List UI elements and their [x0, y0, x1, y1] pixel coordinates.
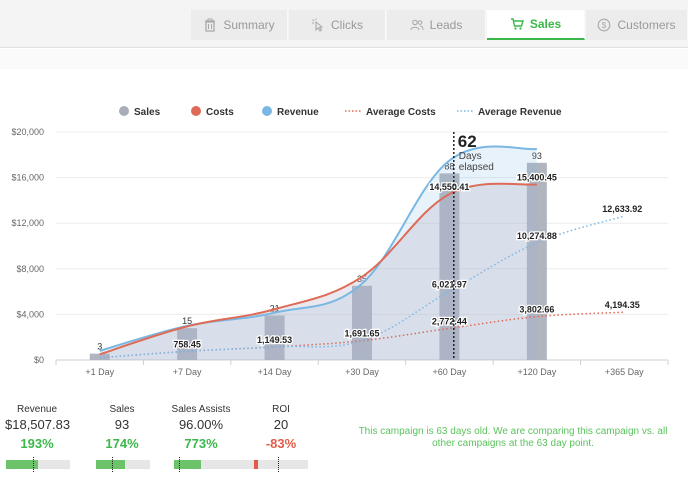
- data-value-label: 4,194.35: [605, 300, 640, 310]
- revenue-area: [99, 146, 537, 360]
- sales-bar: [352, 285, 372, 360]
- legend-label: Average Costs: [366, 107, 436, 118]
- benchmark-marker: [112, 457, 114, 472]
- trash-icon: [205, 18, 216, 32]
- sales-bar: [264, 315, 285, 360]
- legend-label: Costs: [206, 107, 234, 118]
- x-tick-label: +1 Day: [85, 367, 114, 377]
- legend-label: Average Revenue: [478, 107, 562, 118]
- data-value-label: 3,802.66: [519, 305, 554, 315]
- stat-percent: 193%: [20, 436, 54, 451]
- stat-percent: -83%: [265, 436, 297, 451]
- x-tick-label: +120 Day: [517, 367, 556, 377]
- y-tick-label: $8,000: [16, 264, 44, 274]
- data-value-label: 1,691.65: [344, 329, 379, 339]
- tab-sales[interactable]: Sales: [487, 10, 585, 40]
- stat-value: 96.00%: [178, 417, 224, 432]
- tab-summary[interactable]: Summary: [191, 10, 288, 40]
- legend-label: Revenue: [277, 107, 319, 118]
- stat-percent: 773%: [184, 436, 218, 451]
- cursor-click-icon: [312, 18, 324, 32]
- bar-value-label: 93: [532, 151, 542, 161]
- progress-fill: [254, 460, 259, 469]
- elapsed-days-value: 62: [458, 132, 477, 151]
- stat-progress-bar: [254, 457, 308, 472]
- stat-roi: ROI 20 -83%: [254, 404, 308, 451]
- legend-marker: [119, 106, 129, 116]
- cart-icon: [510, 18, 524, 30]
- x-tick-label: +365 Day: [605, 367, 644, 377]
- sales-bar: [526, 162, 547, 360]
- tab-label: Clicks: [331, 18, 363, 32]
- stat-value: $18,507.83: [5, 417, 71, 432]
- legend-marker: [191, 106, 201, 116]
- data-value-label: 10,274.88: [517, 231, 557, 241]
- benchmark-marker: [178, 457, 180, 472]
- tab-label: Leads: [429, 18, 463, 32]
- stat-value: 93: [114, 417, 130, 432]
- comparison-note: This campaign is 63 days old. We are com…: [358, 426, 668, 449]
- data-value-label: 14,550.41: [429, 182, 469, 192]
- x-tick-label: +30 Day: [345, 367, 379, 377]
- y-tick-label: $4,000: [16, 309, 44, 319]
- legend-marker: [262, 106, 272, 116]
- bar-value-label: 35: [357, 274, 367, 284]
- stat-progress-bar: [96, 457, 150, 472]
- x-tick-label: +14 Day: [258, 367, 292, 377]
- elapsed-caption: Days: [459, 151, 482, 162]
- stat-revenue: Revenue $18,507.83 193%: [5, 404, 71, 451]
- stat-label: Revenue: [16, 404, 58, 415]
- data-value-label: 2,772.44: [432, 316, 467, 326]
- stat-value: 20: [273, 417, 289, 432]
- stat-progress-bar: [174, 457, 257, 472]
- progress-fill: [96, 460, 125, 469]
- bar-value-label: 15: [182, 316, 192, 326]
- report-tabs: Summary Clicks Leads Sales $ Customers: [0, 0, 688, 48]
- costs-area: [99, 183, 537, 360]
- tab-leads[interactable]: Leads: [387, 10, 486, 40]
- stat-label: Sales: [109, 404, 135, 415]
- elapsed-caption: elapsed: [459, 162, 494, 173]
- bar-value-label: 3: [97, 342, 102, 352]
- costs-line: [99, 182, 537, 356]
- data-value-label: 1,149.53: [257, 335, 292, 345]
- x-tick-label: +60 Day: [433, 367, 467, 377]
- y-tick-label: $0: [34, 355, 44, 365]
- stat-sales-assists: Sales Assists 96.00% 773%: [170, 404, 232, 451]
- dollar-circle-icon: $: [598, 18, 611, 32]
- users-icon: [410, 19, 424, 31]
- tab-label: Summary: [223, 18, 275, 32]
- stat-label: Sales Assists: [171, 404, 231, 415]
- tab-label: Customers: [617, 18, 676, 32]
- sales-bar: [177, 328, 198, 360]
- tab-label: Sales: [529, 17, 562, 31]
- progress-fill: [174, 460, 201, 469]
- svg-text:$: $: [602, 21, 607, 30]
- data-value-label: 6,021.97: [432, 279, 467, 289]
- y-tick-label: $20,000: [11, 127, 44, 137]
- tab-clicks[interactable]: Clicks: [289, 10, 386, 40]
- x-tick-label: +7 Day: [173, 367, 202, 377]
- data-value-label: 12,633.92: [602, 204, 642, 214]
- benchmark-marker: [278, 457, 280, 472]
- bar-value-label: 88: [444, 161, 454, 171]
- stat-percent: 174%: [105, 436, 139, 451]
- progress-fill: [6, 460, 38, 469]
- benchmark-marker: [32, 457, 34, 472]
- tab-customers[interactable]: $ Customers: [586, 10, 688, 40]
- stat-progress-bar: [6, 457, 70, 472]
- y-tick-label: $16,000: [11, 173, 44, 183]
- y-tick-label: $12,000: [11, 218, 44, 228]
- data-value-label: 15,400.45: [517, 172, 557, 182]
- data-value-label: 758.45: [173, 339, 201, 349]
- stat-sales: Sales 93 174%: [92, 404, 152, 451]
- toolbar-strip: [0, 49, 688, 69]
- legend-label: Sales: [134, 107, 161, 118]
- sales-chart: $0 $4,000 $8,000 $12,000 $16,000 $20,000 +1 Da…: [11, 106, 669, 377]
- stat-label: ROI: [272, 404, 290, 415]
- sales-bar: [89, 353, 110, 360]
